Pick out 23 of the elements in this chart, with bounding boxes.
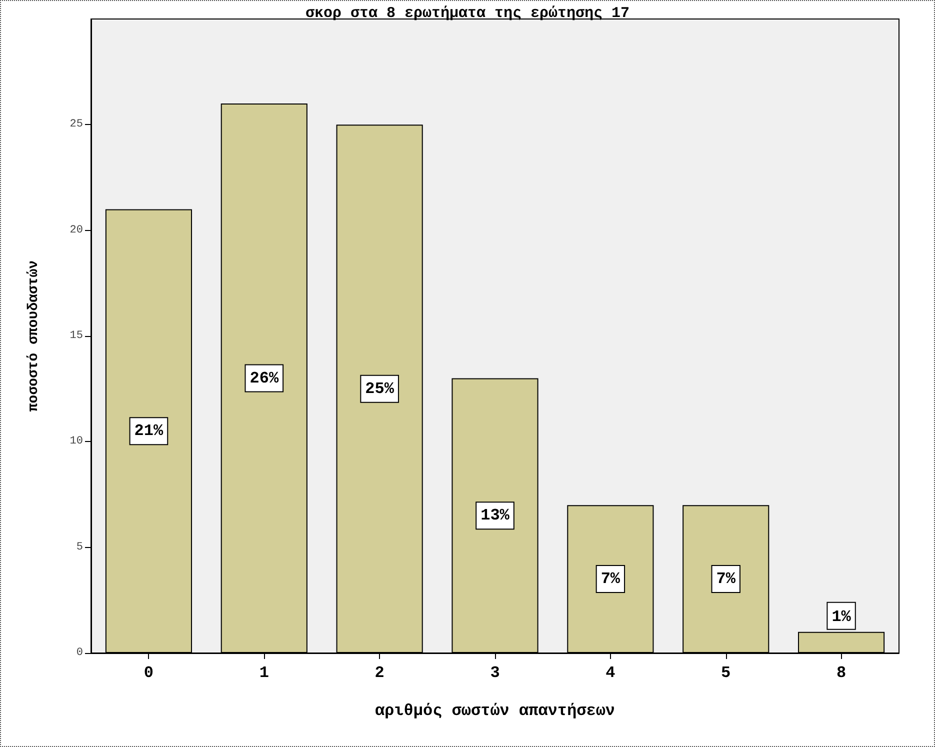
y-tick-label: 25 — [70, 118, 83, 131]
x-tick-label: 0 — [144, 664, 154, 682]
x-tick-label: 2 — [374, 664, 384, 682]
x-tick-label: 1 — [259, 664, 269, 682]
y-tick-label: 0 — [76, 647, 83, 659]
data-label: 7% — [716, 570, 736, 588]
x-tick-label: 4 — [606, 664, 616, 682]
data-label: 26% — [250, 369, 279, 388]
x-tick-label: 8 — [836, 664, 846, 682]
y-axis-title: ποσοστό σπουδαστών — [26, 260, 42, 412]
data-label: 7% — [600, 570, 620, 588]
data-label: 1% — [832, 608, 852, 626]
data-label: 25% — [365, 380, 394, 398]
data-label: 21% — [134, 422, 164, 440]
x-tick-label: 3 — [490, 664, 500, 682]
data-label: 13% — [480, 506, 510, 525]
y-tick-label: 5 — [76, 541, 83, 554]
chart-title: σκορ στα 8 ερωτήματα της ερώτησης 17 — [305, 5, 630, 22]
x-axis-title: αριθμός σωστών απαντήσεων — [374, 702, 616, 720]
x-tick-label: 5 — [721, 664, 731, 682]
y-tick-label: 15 — [70, 330, 83, 342]
y-tick-label: 10 — [70, 436, 83, 448]
y-tick-label: 20 — [70, 224, 83, 236]
